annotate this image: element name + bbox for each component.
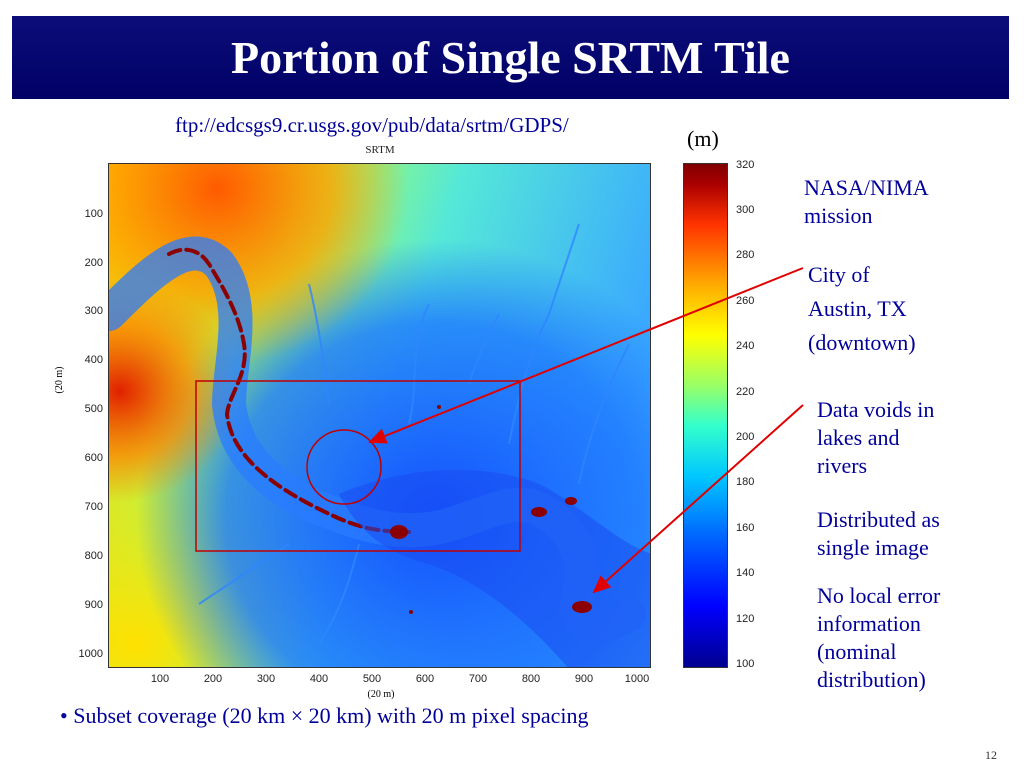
- mission-line: NASA/NIMA: [804, 175, 929, 200]
- colorbar-tick: 320: [736, 159, 755, 171]
- colorbar-tick: 260: [736, 295, 755, 307]
- y-tick: 700: [84, 501, 103, 513]
- x-tick: 100: [150, 673, 170, 685]
- elevation-map-graphic: [109, 164, 650, 667]
- x-tick: 800: [521, 673, 541, 685]
- y-tick: 200: [84, 257, 103, 269]
- y-tick: 500: [84, 403, 103, 415]
- x-tick: 700: [468, 673, 488, 685]
- y-tick: 400: [84, 354, 103, 366]
- title-banner: Portion of Single SRTM Tile: [12, 16, 1009, 99]
- plot-title: SRTM: [365, 144, 395, 156]
- voids-line: rivers: [817, 453, 868, 478]
- y-tick: 800: [84, 550, 103, 562]
- city-line: (downtown): [808, 330, 916, 355]
- mission-annotation: NASA/NIMA mission: [804, 174, 929, 230]
- colorbar-tick: 180: [736, 476, 755, 488]
- x-tick: 200: [203, 673, 223, 685]
- colorbar-unit: (m): [687, 126, 719, 151]
- x-tick: 500: [362, 673, 382, 685]
- x-tick: 900: [574, 673, 594, 685]
- city-arrow: [368, 267, 804, 444]
- x-tick: 600: [415, 673, 435, 685]
- city-annotation: City of Austin, TX (downtown): [808, 258, 916, 360]
- y-tick: 900: [84, 599, 103, 611]
- mission-line: mission: [804, 203, 873, 228]
- colorbar-tick: 200: [736, 431, 755, 443]
- coverage-bullet: • Subset coverage (20 km × 20 km) with 2…: [60, 703, 589, 728]
- colorbar-tick: 220: [736, 386, 755, 398]
- slide-title: Portion of Single SRTM Tile: [231, 32, 790, 83]
- colorbar-tick: 240: [736, 340, 755, 352]
- no-error-line: No local error: [817, 583, 941, 608]
- y-tick: 300: [84, 305, 103, 317]
- y-tick: 1000: [78, 648, 103, 660]
- x-tick: 400: [309, 673, 329, 685]
- x-tick: 300: [256, 673, 276, 685]
- elevation-map: [108, 163, 651, 668]
- colorbar-tick: 280: [736, 249, 755, 261]
- colorbar: [683, 163, 728, 668]
- voids-line: Data voids in: [817, 397, 935, 422]
- voids-line: lakes and: [817, 425, 900, 450]
- y-tick: 100: [84, 208, 103, 220]
- subset-box: [195, 380, 521, 552]
- x-tick: 1000: [624, 673, 650, 685]
- distributed-line: Distributed as: [817, 507, 940, 532]
- no-error-line: information: [817, 611, 921, 636]
- downtown-circle: [306, 429, 382, 505]
- no-error-line: (nominal: [817, 639, 897, 664]
- voids-arrow: [592, 404, 804, 594]
- colorbar-tick: 120: [736, 613, 755, 625]
- distributed-line: single image: [817, 535, 929, 560]
- source-url: ftp://edcsgs9.cr.usgs.gov/pub/data/srtm/…: [175, 113, 569, 137]
- y-tick: 600: [84, 452, 103, 464]
- x-axis-label: (20 m): [367, 689, 395, 700]
- city-line: City of: [808, 262, 870, 287]
- voids-annotation: Data voids in lakes and rivers: [817, 396, 934, 480]
- colorbar-tick: 100: [736, 658, 755, 670]
- no-error-annotation: No local error information (nominal dist…: [817, 582, 940, 694]
- no-error-line: distribution): [817, 667, 926, 692]
- city-line: Austin, TX: [808, 296, 907, 321]
- colorbar-tick: 140: [736, 567, 755, 579]
- colorbar-tick: 300: [736, 204, 755, 216]
- colorbar-tick: 160: [736, 522, 755, 534]
- page-number: 12: [985, 748, 997, 762]
- distributed-annotation: Distributed as single image: [817, 506, 940, 562]
